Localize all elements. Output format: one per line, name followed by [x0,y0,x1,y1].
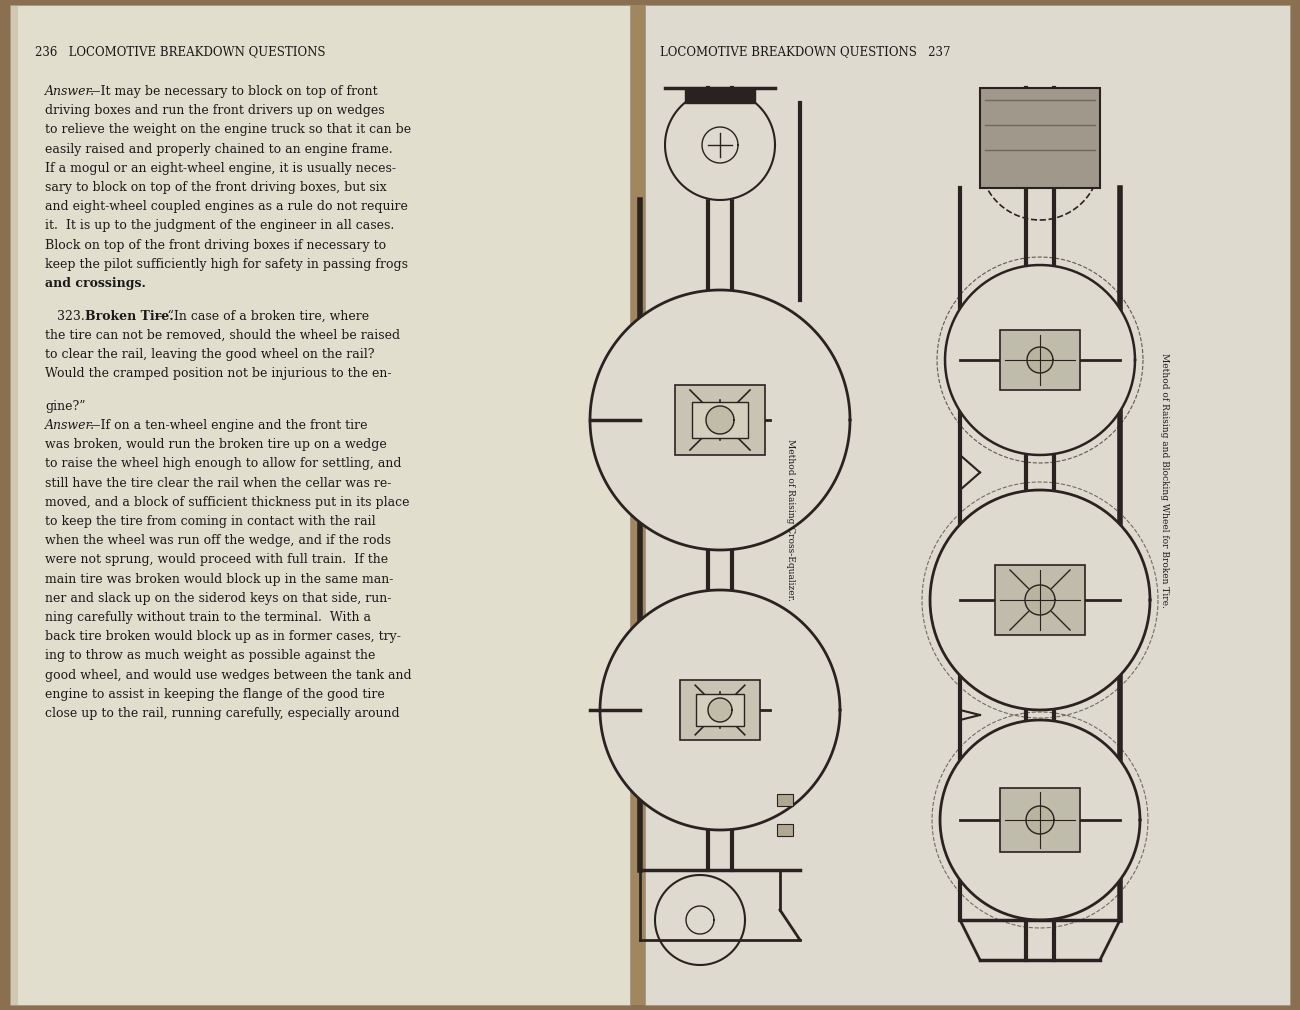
Text: Answer.: Answer. [46,85,95,98]
Bar [1000,788,1080,852]
Text: and crossings.: and crossings. [46,277,146,290]
Text: gine?”: gine?” [46,400,86,413]
Polygon shape [940,720,1140,920]
Text: driving boxes and run the front drivers up on wedges: driving boxes and run the front drivers … [46,104,385,117]
Text: Broken Tire.: Broken Tire. [84,310,174,322]
Text: and eight-wheel coupled engines as a rule do not require: and eight-wheel coupled engines as a rul… [46,200,408,213]
Text: easily raised and properly chained to an engine frame.: easily raised and properly chained to an… [46,142,393,156]
Bar [685,88,755,103]
Text: Method of Raising Cross-Equalizer.: Method of Raising Cross-Equalizer. [785,439,794,601]
Text: ing to throw as much weight as possible against the: ing to throw as much weight as possible … [46,649,376,663]
Bar [645,5,1290,1005]
Polygon shape [1027,347,1053,373]
Text: were not sprung, would proceed with full train.  If the: were not sprung, would proceed with full… [46,553,389,567]
Polygon shape [601,590,840,830]
Polygon shape [1020,140,1060,180]
Polygon shape [666,90,775,200]
Text: when the wheel was run off the wedge, and if the rods: when the wheel was run off the wedge, an… [46,534,391,547]
Text: —If on a ten-wheel engine and the front tire: —If on a ten-wheel engine and the front … [88,419,368,432]
Polygon shape [590,290,850,550]
Text: good wheel, and would use wedges between the tank and: good wheel, and would use wedges between… [46,669,412,682]
Text: 323.: 323. [46,310,92,322]
Bar [1000,330,1080,390]
Polygon shape [708,698,732,722]
Polygon shape [1026,806,1054,834]
Text: —It may be necessary to block on top of front: —It may be necessary to block on top of … [88,85,377,98]
Polygon shape [945,265,1135,454]
Text: still have the tire clear the rail when the cellar was re-: still have the tire clear the rail when … [46,477,391,490]
Text: sary to block on top of the front driving boxes, but six: sary to block on top of the front drivin… [46,181,386,194]
Text: back tire broken would block up as in former cases, try-: back tire broken would block up as in fo… [46,630,400,643]
Bar [994,565,1086,635]
Text: engine to assist in keeping the flange of the good tire: engine to assist in keeping the flange o… [46,688,385,701]
Polygon shape [930,490,1150,710]
Bar [10,5,630,1005]
Text: to keep the tire from coming in contact with the rail: to keep the tire from coming in contact … [46,515,376,528]
Bar [10,5,18,1005]
Bar [680,680,760,740]
Bar [980,88,1100,188]
Bar [696,694,744,726]
Text: —“In case of a broken tire, where: —“In case of a broken tire, where [155,310,369,322]
Polygon shape [1024,585,1056,615]
Text: ner and slack up on the siderod keys on that side, run-: ner and slack up on the siderod keys on … [46,592,391,605]
Polygon shape [706,406,734,434]
Text: moved, and a block of sufficient thickness put in its place: moved, and a block of sufficient thickne… [46,496,410,509]
Text: keep the pilot sufficiently high for safety in passing frogs: keep the pilot sufficiently high for saf… [46,258,408,271]
Bar [627,5,647,1005]
Text: If a mogul or an eight-wheel engine, it is usually neces-: If a mogul or an eight-wheel engine, it … [46,162,396,175]
Text: was broken, would run the broken tire up on a wedge: was broken, would run the broken tire up… [46,438,387,451]
Polygon shape [655,875,745,965]
Text: main tire was broken would block up in the same man-: main tire was broken would block up in t… [46,573,394,586]
Text: 236   LOCOMOTIVE BREAKDOWN QUESTIONS: 236 LOCOMOTIVE BREAKDOWN QUESTIONS [35,45,325,58]
Text: Method of Raising and Blocking Wheel for Broken Tire.: Method of Raising and Blocking Wheel for… [1161,352,1170,607]
Bar [777,794,793,806]
Text: to raise the wheel high enough to allow for settling, and: to raise the wheel high enough to allow … [46,458,402,471]
Text: Answer.: Answer. [46,419,95,432]
Bar [777,824,793,836]
Text: Would the cramped position not be injurious to the en-: Would the cramped position not be injuri… [46,368,391,380]
Text: close up to the rail, running carefully, especially around: close up to the rail, running carefully,… [46,707,399,720]
Text: to relieve the weight on the engine truck so that it can be: to relieve the weight on the engine truc… [46,123,411,136]
Bar [675,385,764,454]
Text: LOCOMOTIVE BREAKDOWN QUESTIONS   237: LOCOMOTIVE BREAKDOWN QUESTIONS 237 [660,45,950,58]
Text: the tire can not be removed, should the wheel be raised: the tire can not be removed, should the … [46,329,400,341]
Text: ning carefully without train to the terminal.  With a: ning carefully without train to the term… [46,611,370,624]
Bar [692,402,747,438]
Text: to clear the rail, leaving the good wheel on the rail?: to clear the rail, leaving the good whee… [46,348,374,361]
Text: Block on top of the front driving boxes if necessary to: Block on top of the front driving boxes … [46,238,386,251]
Text: it.  It is up to the judgment of the engineer in all cases.: it. It is up to the judgment of the engi… [46,219,394,232]
